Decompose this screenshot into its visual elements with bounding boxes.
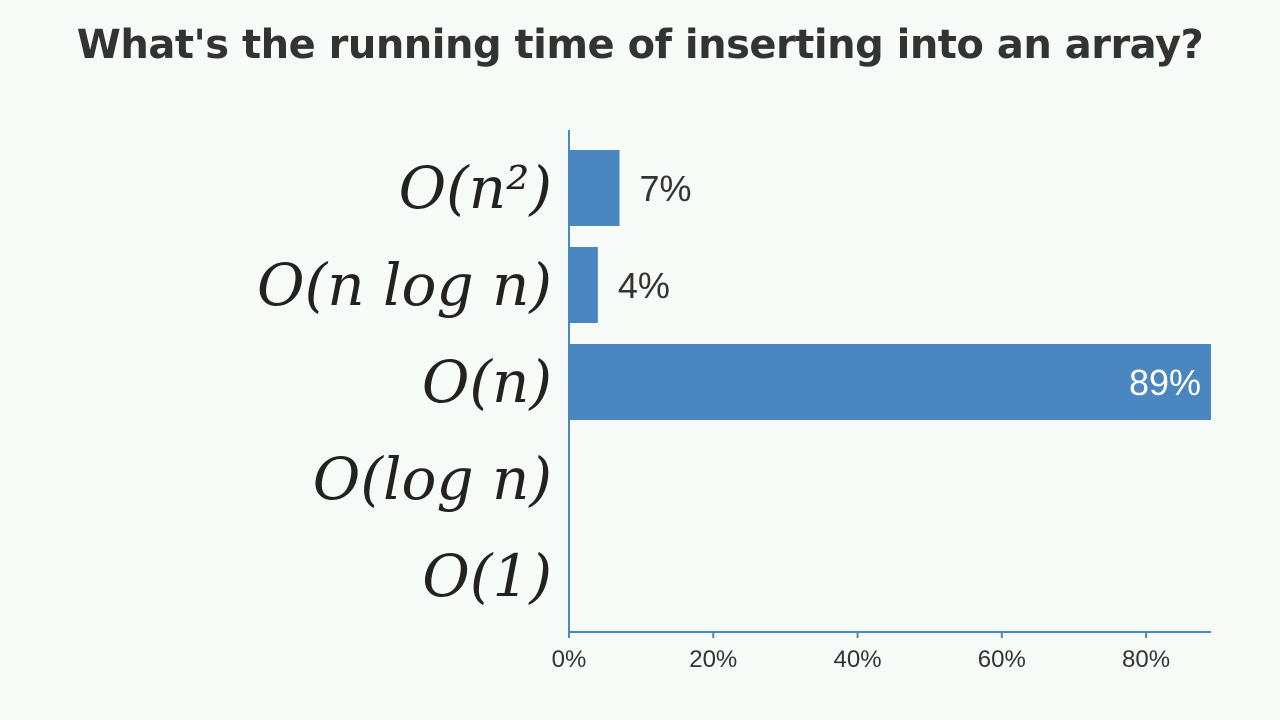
x-tick-label-0: 0%: [552, 646, 587, 673]
bar-2: [569, 344, 1211, 420]
bar-label-o-log-n: O(log n): [313, 445, 552, 513]
data-labels: 7% 4% 89%: [618, 168, 1201, 403]
bars-layer: [569, 150, 1211, 420]
bar-label-o-n-log-n: O(n log n): [257, 251, 552, 319]
bar-0: [569, 150, 620, 226]
bar-label-o-1: O(1): [422, 542, 552, 610]
data-label-0: 7%: [639, 168, 691, 209]
data-label-1: 4%: [618, 265, 670, 306]
x-tick-label-1: 20%: [689, 646, 737, 673]
x-tick-label-3: 60%: [978, 646, 1026, 673]
x-tick-label-4: 80%: [1122, 646, 1170, 673]
bar-label-o-n: O(n): [422, 348, 552, 416]
bar-label-o-n-squared: O(n²): [399, 154, 552, 222]
x-axis-ticks: 0% 20% 40% 60% 80%: [552, 632, 1170, 673]
bar-1: [569, 247, 598, 323]
data-label-2: 89%: [1129, 362, 1201, 403]
chart-title: What's the running time of inserting int…: [76, 22, 1204, 68]
category-labels: O(n²) O(n log n) O(n) O(log n) O(1): [257, 154, 552, 610]
axes: [568, 130, 1211, 633]
x-tick-label-2: 40%: [834, 646, 882, 673]
